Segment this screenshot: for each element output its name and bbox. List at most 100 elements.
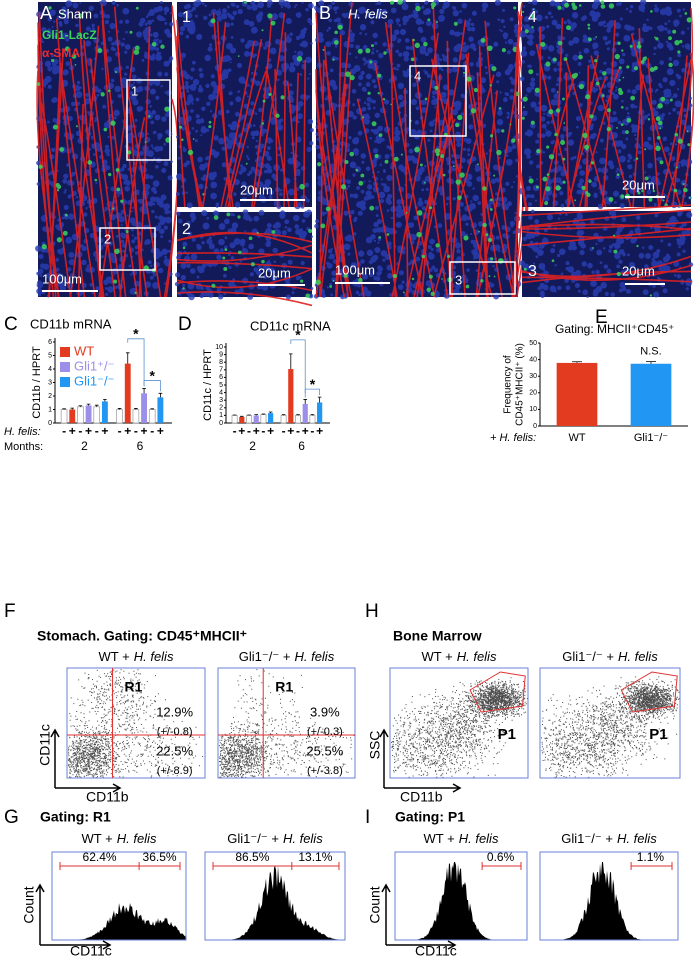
infection-mark: + — [238, 424, 245, 438]
gate-bracket — [481, 862, 522, 870]
legend-label: Gli1⁻/⁻ — [74, 373, 114, 388]
y-tick-label: 10 — [215, 344, 223, 351]
plot-label: WT + H. felis — [424, 831, 499, 846]
error-bar — [646, 361, 656, 364]
error-bar — [134, 408, 138, 410]
plot-frame — [217, 667, 356, 779]
panel-text: 3 — [455, 272, 462, 287]
sma-fibers — [514, 2, 694, 208]
plot-label-text: Gli1⁻/⁻ + — [239, 649, 291, 664]
bar — [630, 363, 672, 426]
axis-arrows — [379, 728, 462, 793]
error-bar — [289, 353, 293, 370]
infection-mark: + — [302, 424, 309, 438]
bar — [288, 369, 294, 423]
plot-label-italic: H. felis — [617, 831, 657, 846]
plot-label-text: WT + — [424, 831, 455, 846]
error-bar — [117, 408, 122, 410]
panel-text: Sham — [58, 6, 92, 21]
inset-box — [99, 227, 156, 271]
y-tick-label: 2 — [219, 405, 223, 412]
y-axis-label: CD11b / HPRT — [31, 346, 43, 419]
bar — [132, 409, 140, 424]
infection-mark: - — [282, 424, 286, 438]
gate-value: 12.9% — [156, 704, 193, 719]
plot-label-text: WT + — [422, 649, 453, 664]
panel-text: 20μm — [258, 265, 291, 280]
infection-mark: - — [95, 424, 99, 438]
plot-label-text: WT + — [99, 649, 130, 664]
error-bar — [281, 414, 286, 416]
y-axis-label: CD11c — [37, 724, 53, 766]
infection-mark: + — [267, 424, 274, 438]
gate — [218, 668, 355, 778]
y-tick-label: 5 — [48, 352, 52, 359]
plot-frame — [539, 667, 681, 779]
panel-letter: A — [40, 3, 52, 23]
infection-mark: - — [62, 424, 66, 438]
panel-text: 3 — [528, 263, 537, 280]
x-tick-label: Gli1⁻/⁻ — [634, 432, 668, 444]
panel-title: Bone Marrow — [393, 628, 482, 644]
error-bar — [240, 415, 244, 417]
gate-value: 25.5% — [306, 743, 343, 758]
plot-frame — [394, 851, 528, 941]
plot-frame — [51, 851, 187, 941]
plot-frame — [389, 667, 529, 779]
plot-label: Gli1⁻/⁻ + H. felis — [562, 649, 658, 664]
y-tick-label: 1 — [48, 406, 52, 413]
legend-label: WT — [74, 343, 94, 358]
panel-text: 20μm — [622, 263, 655, 278]
y-axis-label: Count — [21, 886, 37, 923]
error-bar — [78, 405, 83, 407]
y-tick-label: 2 — [48, 393, 52, 400]
lacz-cells — [521, 0, 692, 208]
bar — [148, 409, 156, 424]
plot-label-italic: H. felis — [457, 649, 497, 664]
histogram-shape — [395, 862, 527, 940]
infection-mark: + — [157, 424, 164, 438]
gate — [469, 671, 526, 713]
panel-text: 1 — [182, 9, 191, 26]
gate-sd: (+/-8.9) — [157, 765, 193, 777]
infection-mark: + — [124, 424, 131, 438]
error-bar — [125, 352, 130, 364]
gate-value: 86.5% — [235, 850, 269, 864]
infection-mark: + — [316, 424, 323, 438]
y-tick-label: 10 — [529, 406, 537, 413]
sma-fibers — [176, 12, 307, 208]
bar — [317, 402, 323, 423]
legend-text: α-SMA — [42, 46, 80, 60]
lacz-cells — [36, 6, 171, 294]
panel-letter: E — [595, 307, 608, 328]
bar — [268, 413, 274, 423]
error-bar — [296, 414, 300, 416]
gate — [67, 668, 205, 778]
infection-mark: - — [150, 424, 154, 438]
inset-box — [409, 65, 467, 137]
error-bar — [94, 404, 99, 407]
legend-text: Gli1-LacZ — [42, 28, 97, 42]
panel-text: 2 — [182, 221, 191, 238]
panel-text: 4 — [528, 9, 537, 26]
gate-sd: (+/-3.8) — [307, 765, 343, 777]
error-bar — [158, 392, 163, 398]
panel-text: 2 — [104, 231, 111, 246]
y-tick-label: 8 — [219, 359, 223, 366]
y-tick-label: 30 — [529, 373, 537, 380]
x-axis-label: CD11b — [86, 789, 129, 805]
plot-label: Gli1⁻/⁻ + H. felis — [561, 831, 657, 846]
panel-letter: H — [365, 601, 379, 622]
histogram-shape — [52, 902, 186, 940]
gate-label: R1 — [275, 679, 293, 695]
bar — [309, 415, 316, 424]
panel-letter: F — [4, 601, 16, 622]
bar — [295, 415, 301, 424]
bar — [157, 397, 164, 423]
error-bar — [70, 407, 75, 410]
gate-bracket — [212, 862, 340, 870]
significance: * — [310, 376, 316, 392]
panel-text: H. felis — [348, 6, 388, 21]
plot-label-text: Gli1⁻/⁻ + — [561, 831, 613, 846]
bar — [231, 415, 238, 424]
